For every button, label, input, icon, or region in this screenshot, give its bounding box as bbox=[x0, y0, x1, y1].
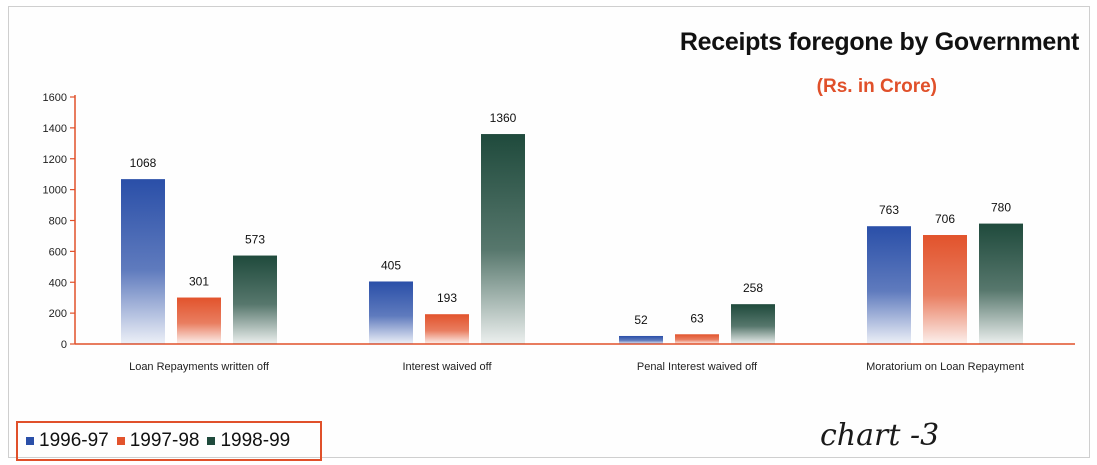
x-tick-label-3: Moratorium on Loan Repayment bbox=[866, 361, 1024, 373]
data-label-1996-97-0: 1068 bbox=[130, 156, 157, 170]
y-tick-label-1400: 1400 bbox=[43, 123, 67, 135]
y-axis: 0 200 400 600 800 1000 1200 1400 1600 bbox=[43, 92, 76, 351]
legend-label-1996-97: 1996-97 bbox=[39, 430, 109, 451]
data-label-1996-97-2: 52 bbox=[634, 313, 648, 327]
bar-1998-99-0 bbox=[233, 255, 277, 344]
legend-label-1998-99: 1998-99 bbox=[220, 430, 291, 451]
data-label-1997-98-2: 63 bbox=[690, 311, 704, 325]
bar-1998-99-3 bbox=[979, 223, 1023, 344]
data-label-1997-98-3: 706 bbox=[935, 212, 955, 226]
bar-1997-98-3 bbox=[923, 235, 967, 344]
bar-1996-97-2 bbox=[619, 335, 663, 344]
y-tick-label-800: 800 bbox=[49, 216, 67, 228]
data-label-1998-99-2: 258 bbox=[743, 281, 763, 295]
x-tick-label-0: Loan Repayments written off bbox=[129, 361, 270, 373]
bar-1996-97-0 bbox=[121, 179, 165, 344]
data-label-1998-99-3: 780 bbox=[991, 201, 1011, 215]
y-tick-label-600: 600 bbox=[49, 246, 67, 258]
chart-subtitle: (Rs. in Crore) bbox=[816, 76, 937, 97]
legend-swatch-1997-98 bbox=[116, 437, 125, 445]
bar-1996-97-3 bbox=[867, 226, 911, 344]
data-label-1996-97-3: 763 bbox=[879, 203, 899, 217]
legend-item-1996-97: 1996-97 bbox=[26, 430, 109, 452]
legend: 1996-97 1997-98 1998-99 bbox=[16, 421, 322, 461]
x-tick-label-1: Interest waived off bbox=[402, 361, 492, 373]
handwritten-note: chart -3 bbox=[820, 418, 940, 453]
y-tick-label-0: 0 bbox=[61, 339, 67, 351]
x-tick-label-2: Penal Interest waived off bbox=[637, 361, 758, 373]
chart-title: Receipts foregone by Government bbox=[679, 28, 1079, 56]
legend-item-1997-98: 1997-98 bbox=[116, 430, 200, 452]
legend-swatch-1996-97 bbox=[26, 437, 34, 445]
bar-1998-99-1 bbox=[481, 134, 525, 344]
bar-1998-99-2 bbox=[731, 304, 775, 344]
legend-item-1998-99: 1998-99 bbox=[207, 430, 290, 452]
data-label-1998-99-0: 573 bbox=[245, 233, 265, 247]
bar-chart: 0 200 400 600 800 1000 1200 1400 1600 Loan Repay… bbox=[43, 92, 1075, 373]
y-tick-label-1200: 1200 bbox=[43, 154, 67, 166]
data-label-1997-98-1: 193 bbox=[437, 291, 457, 305]
data-label-1996-97-1: 405 bbox=[381, 258, 401, 272]
data-label-1997-98-0: 301 bbox=[189, 275, 209, 289]
x-axis: Loan Repayments written off Interest waiv… bbox=[75, 343, 1075, 373]
bar-1997-98-0 bbox=[177, 297, 221, 344]
legend-swatch-1998-99 bbox=[207, 437, 216, 445]
y-tick-label-1000: 1000 bbox=[43, 185, 67, 197]
data-labels: 1068 301 573 405 193 1360 52 63 258 763 706 780 bbox=[130, 111, 1012, 327]
bar-1997-98-1 bbox=[425, 314, 469, 344]
y-tick-label-200: 200 bbox=[49, 308, 67, 320]
y-tick-label-1600: 1600 bbox=[43, 92, 67, 104]
data-label-1998-99-1: 1360 bbox=[490, 111, 517, 125]
y-tick-label-400: 400 bbox=[49, 277, 67, 289]
legend-label-1997-98: 1997-98 bbox=[129, 430, 200, 451]
bar-1996-97-1 bbox=[369, 281, 413, 344]
bar-1997-98-2 bbox=[675, 334, 719, 344]
bars bbox=[121, 134, 1023, 344]
